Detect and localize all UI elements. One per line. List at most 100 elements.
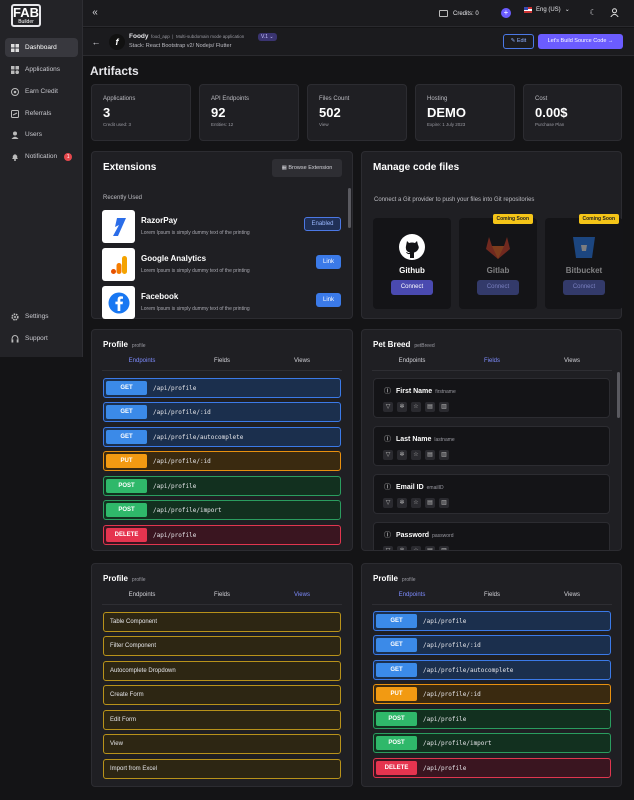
view-item[interactable]: Edit Form [103,710,341,730]
filter-icon[interactable]: ▽ [383,402,393,412]
fields-scrollbar[interactable] [617,372,620,418]
endpoint-row[interactable]: DELETE/api/profile [103,525,341,545]
field-card[interactable]: Ⓘ Last Name lastname ▽ ✲ ☆ ▤ ▥ [373,426,610,466]
sidebar-item-settings[interactable]: Settings [5,307,78,326]
add-credit-icon[interactable]: + [501,8,511,18]
view-item[interactable]: View [103,734,341,754]
dark-mode-icon[interactable]: ☾ [589,8,597,17]
tab-endpoints[interactable]: Endpoints [102,355,182,371]
tab-views[interactable]: Views [294,358,310,364]
sidebar-item-users[interactable]: Users [5,125,78,144]
view-item[interactable]: Autocomplete Dropdown [103,661,341,681]
edit-button[interactable]: ✎ Edit [503,34,534,49]
endpoint-row[interactable]: GET/api/profile/:id [103,402,341,422]
settings-icon[interactable]: ✲ [397,498,407,508]
endpoint-row[interactable]: GET/api/profile/autocomplete [373,660,611,680]
view-item[interactable]: Filter Component [103,636,341,656]
sidebar-item-dashboard[interactable]: Dashboard [5,38,78,57]
git-provider-github[interactable]: Github Connect [373,218,451,309]
endpoint-row[interactable]: GET/api/profile [103,378,341,398]
endpoint-row[interactable]: PUT/api/profile/:id [373,684,611,704]
star-icon[interactable]: ☆ [411,546,421,550]
back-arrow-icon[interactable]: ← [91,37,101,47]
view-item[interactable]: Create Form [103,685,341,705]
filter-icon[interactable]: ▽ [383,546,393,550]
copy-icon[interactable]: ▤ [425,498,435,508]
stat-api-endpoints[interactable]: API Endpoints 92 Entities: 12 [199,84,299,141]
endpoint-row[interactable]: POST/api/profile [373,709,611,729]
extension-google-analytics[interactable]: Google Analytics Lorem Ipsum is simply d… [102,248,342,281]
brand-logo[interactable]: FAB Builder [11,4,41,27]
profile-icon[interactable] [609,8,619,18]
copy-icon[interactable]: ▤ [425,402,435,412]
sidebar-item-applications[interactable]: Applications [5,60,78,79]
sidebar-item-earn-credit[interactable]: Earn Credit [5,82,78,101]
endpoint-row[interactable]: POST/api/profile [103,476,341,496]
stat-hosting[interactable]: Hosting DEMO Expire: 1 July 2023 [415,84,515,141]
endpoint-row[interactable]: PUT/api/profile/:id [103,451,341,471]
extensions-scrollbar[interactable] [348,188,351,228]
tab-endpoints[interactable]: Endpoints [398,358,426,364]
star-icon[interactable]: ☆ [411,402,421,412]
delete-icon[interactable]: ▥ [439,498,449,508]
tab-endpoints[interactable]: Endpoints [128,592,156,598]
language-selector[interactable]: Eng (US) ⌄ [524,6,570,13]
connect-button[interactable]: Connect [477,280,519,295]
razorpay-icon [102,210,135,243]
field-card[interactable]: Ⓘ Email ID emailID ▽ ✲ ☆ ▤ ▥ [373,474,610,514]
tab-fields[interactable]: Fields [452,355,532,371]
method-badge: GET [106,405,147,419]
stat-cost[interactable]: Cost 0.00$ Purchase Plan [523,84,622,141]
stat-files-count[interactable]: Files Count 502 View [307,84,407,141]
endpoint-row[interactable]: GET/api/profile/:id [373,635,611,655]
delete-icon[interactable]: ▥ [439,546,449,550]
version-dropdown[interactable]: V.1 ⌄ [258,33,277,41]
star-icon[interactable]: ☆ [411,450,421,460]
delete-icon[interactable]: ▥ [439,450,449,460]
collapse-sidebar-icon[interactable]: « [92,7,98,18]
enabled-button[interactable]: Enabled [304,217,341,231]
link-button[interactable]: Link [316,255,341,269]
copy-icon[interactable]: ▤ [425,546,435,550]
sidebar-item-notification[interactable]: Notification 1 [5,147,78,166]
filter-icon[interactable]: ▽ [383,498,393,508]
view-item[interactable]: Import from Excel [103,759,341,779]
settings-icon[interactable]: ✲ [397,402,407,412]
browse-extension-button[interactable]: ▦ Browse Extension [272,159,342,177]
settings-icon[interactable]: ✲ [397,450,407,460]
endpoint-row[interactable]: DELETE/api/profile [373,758,611,778]
field-card[interactable]: Ⓘ First Name firstname ▽ ✲ ☆ ▤ ▥ [373,378,610,418]
sidebar-item-support[interactable]: Support [5,329,78,348]
extension-facebook[interactable]: Facebook Lorem Ipsum is simply dummy tex… [102,286,342,319]
build-source-code-button[interactable]: Let's Build Source Code → [538,34,623,49]
tab-fields[interactable]: Fields [213,358,230,364]
delete-icon[interactable]: ▥ [439,402,449,412]
git-provider-gitlab[interactable]: Coming Soon Gitlab Connect [459,214,537,309]
extension-razorpay[interactable]: RazorPay Lorem Ipsum is simply dummy tex… [102,210,342,243]
stat-applications[interactable]: Applications 3 Credit used: 3 [91,84,191,141]
tab-endpoints[interactable]: Endpoints [372,589,452,605]
sidebar-item-referrals[interactable]: Referrals [5,104,78,123]
stat-label: API Endpoints [211,96,250,102]
filter-icon[interactable]: ▽ [383,450,393,460]
tab-views[interactable]: Views [564,592,580,598]
star-icon[interactable]: ☆ [411,498,421,508]
tab-views[interactable]: Views [262,589,342,605]
link-button[interactable]: Link [316,293,341,307]
endpoint-row[interactable]: POST/api/profile/import [103,500,341,520]
view-item[interactable]: Table Component [103,612,341,632]
endpoint-row[interactable]: POST/api/profile/import [373,733,611,753]
endpoint-row[interactable]: GET/api/profile [373,611,611,631]
copy-icon[interactable]: ▤ [425,450,435,460]
tab-views[interactable]: Views [564,358,580,364]
tab-fields[interactable]: Fields [213,592,230,598]
project-type: Multi-subdomain mode application [175,34,245,39]
field-card[interactable]: Ⓘ Password password ▽ ✲ ☆ ▤ ▥ [373,522,610,550]
credits-indicator[interactable]: Credits: 0 + [439,6,572,21]
settings-icon[interactable]: ✲ [397,546,407,550]
endpoint-row[interactable]: GET/api/profile/autocomplete [103,427,341,447]
git-provider-bitbucket[interactable]: Coming Soon Bitbucket Connect [545,214,623,309]
tab-fields[interactable]: Fields [483,592,500,598]
connect-button[interactable]: Connect [391,280,433,295]
connect-button[interactable]: Connect [563,280,605,295]
